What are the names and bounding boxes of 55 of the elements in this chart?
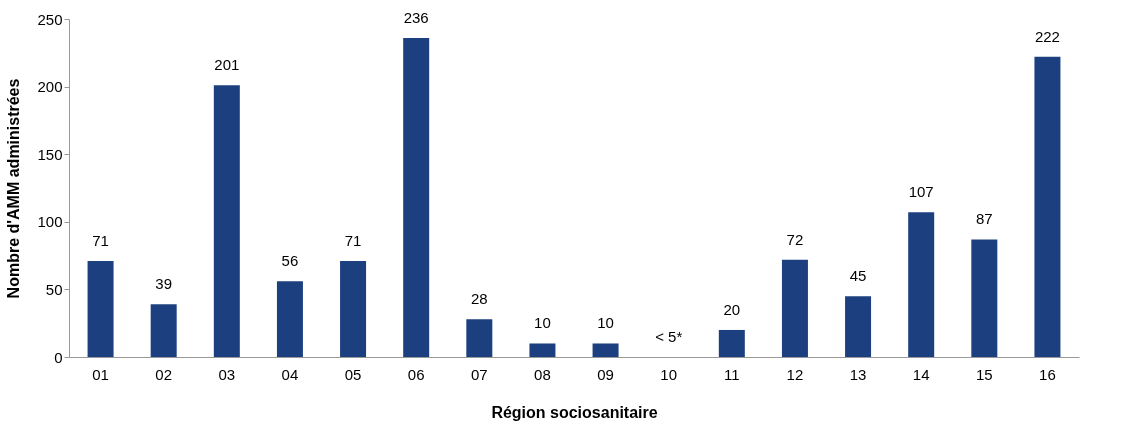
- x-tick-label: 08: [534, 365, 551, 383]
- data-label: 56: [281, 252, 299, 270]
- x-tick-label: 02: [155, 365, 173, 383]
- bar: [592, 343, 619, 357]
- x-axis-title: Région sociosanitaire: [491, 403, 658, 421]
- bar: [213, 85, 240, 357]
- y-tick-label: 200: [37, 78, 63, 96]
- x-tick-label: 12: [786, 365, 804, 383]
- bar: [87, 261, 114, 357]
- bar: [403, 37, 430, 357]
- data-label: 107: [908, 183, 934, 201]
- data-label: 10: [534, 314, 551, 332]
- data-label: 71: [92, 232, 109, 250]
- x-tick-label: 15: [975, 365, 993, 383]
- bar: [466, 319, 493, 357]
- data-label: 45: [849, 267, 867, 285]
- y-tick-label: 100: [37, 213, 63, 231]
- bar: [340, 261, 367, 357]
- y-tick-label: 250: [37, 10, 63, 28]
- y-tick-label: 0: [54, 348, 63, 366]
- x-tick-label: 14: [912, 365, 930, 383]
- y-axis-title: Nombre d'AMM administrées: [5, 78, 23, 299]
- data-label: 236: [403, 8, 429, 26]
- bar: [529, 343, 556, 357]
- data-label: 39: [155, 275, 173, 293]
- data-label: 87: [975, 210, 993, 228]
- bar: [1034, 56, 1061, 357]
- data-label: 28: [470, 290, 488, 308]
- data-label: 222: [1034, 27, 1060, 45]
- data-label: 72: [786, 230, 804, 248]
- data-label: 71: [344, 232, 362, 250]
- bar: [276, 281, 303, 357]
- x-tick-label: 16: [1039, 365, 1056, 383]
- x-tick-label: 07: [470, 365, 488, 383]
- bar: [781, 259, 808, 357]
- x-tick-label: 01: [92, 365, 109, 383]
- x-tick-label: 13: [849, 365, 867, 383]
- x-tick-label: 11: [724, 365, 740, 383]
- x-tick-label: 09: [597, 365, 614, 383]
- bar: [908, 212, 935, 357]
- x-tick-label: 05: [344, 365, 362, 383]
- data-label: 201: [214, 56, 240, 74]
- data-label: 20: [723, 300, 741, 318]
- y-tick-label: 50: [45, 280, 63, 298]
- bar: [718, 329, 745, 357]
- bar: [150, 304, 177, 357]
- y-tick-label: 150: [37, 145, 63, 163]
- bar: [845, 296, 872, 357]
- data-label: 10: [597, 314, 614, 332]
- x-tick-label: 03: [218, 365, 236, 383]
- text: < 5*: [655, 328, 683, 345]
- bar: [971, 239, 998, 357]
- x-tick-label: 04: [281, 365, 299, 383]
- x-tick-label: 10: [660, 365, 678, 383]
- x-tick-label: 06: [407, 365, 425, 383]
